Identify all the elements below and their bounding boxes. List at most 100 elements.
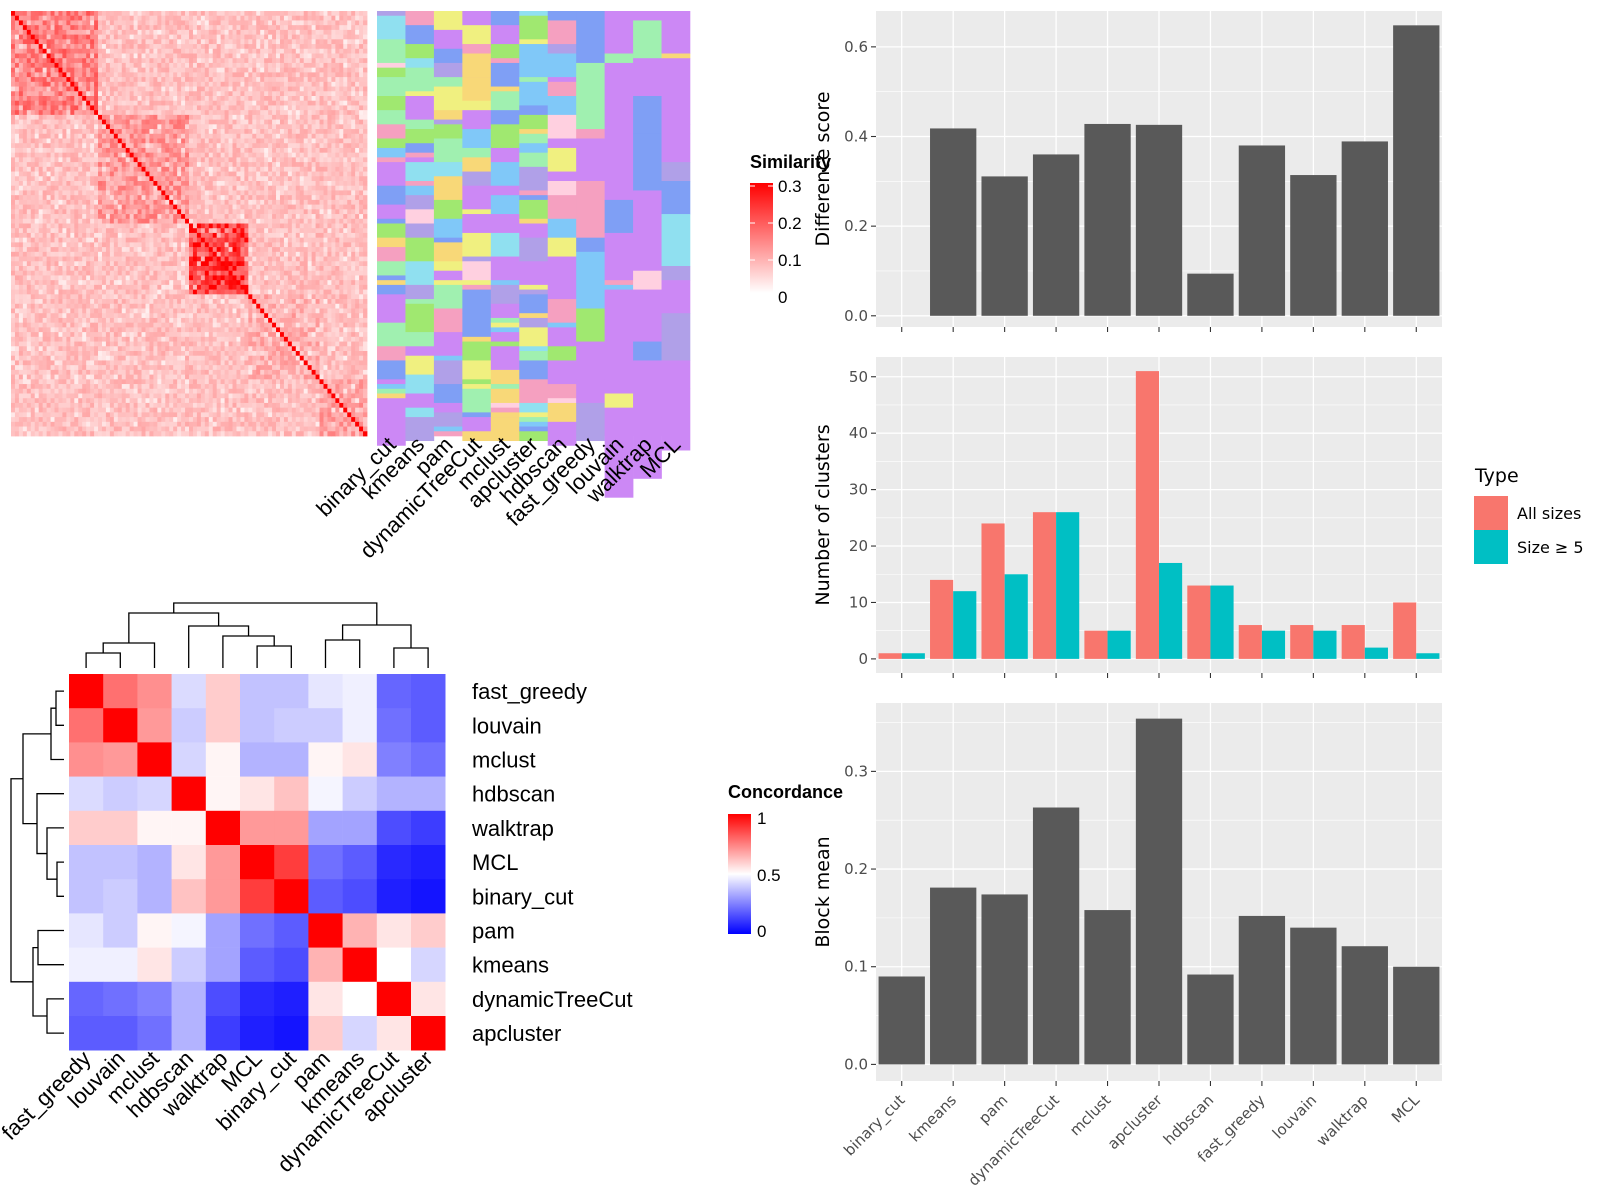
similarity-cell	[22, 100, 28, 106]
similarity-cell	[248, 223, 253, 229]
similarity-cell	[98, 48, 103, 54]
similarity-cell	[149, 232, 154, 239]
similarity-cell	[359, 242, 364, 248]
similarity-cell	[129, 77, 135, 83]
similarity-cell	[236, 147, 241, 154]
similarity-cell	[303, 67, 309, 73]
similarity-cell	[189, 86, 194, 92]
similarity-cell	[54, 138, 59, 144]
similarity-cell	[101, 138, 107, 144]
similarity-cell	[331, 190, 336, 196]
similarity-cell	[240, 77, 245, 83]
similarity-cell	[244, 256, 249, 262]
similarity-cell	[200, 152, 206, 158]
similarity-cell	[74, 147, 79, 154]
similarity-cell	[343, 171, 348, 177]
similarity-cell	[58, 29, 63, 36]
similarity-cell	[177, 58, 182, 64]
similarity-cell	[196, 195, 202, 201]
similarity-cell	[232, 133, 237, 139]
similarity-cell	[343, 261, 348, 267]
similarity-cell	[244, 25, 249, 31]
similarity-cell	[319, 256, 324, 262]
similarity-cell	[54, 247, 59, 253]
similarity-cell	[62, 195, 67, 201]
similarity-cell	[86, 185, 91, 191]
similarity-cell	[137, 48, 142, 54]
similarity-cell	[256, 232, 261, 239]
similarity-cell	[283, 251, 289, 257]
similarity-cell	[70, 199, 75, 206]
similarity-cell	[30, 133, 36, 139]
similarity-cell	[86, 48, 91, 54]
similarity-cell	[145, 105, 150, 111]
similarity-cell	[34, 143, 40, 149]
similarity-cell	[14, 110, 20, 116]
similarity-cell	[355, 138, 360, 144]
similarity-cell	[335, 77, 340, 83]
similarity-cell	[248, 195, 253, 201]
similarity-cell	[335, 251, 340, 257]
similarity-cell	[228, 133, 233, 139]
similarity-cell	[18, 44, 24, 50]
similarity-cell	[240, 29, 245, 36]
similarity-cell	[78, 185, 83, 191]
similarity-cell	[264, 29, 269, 36]
similarity-cell	[145, 58, 150, 64]
similarity-cell	[58, 133, 63, 139]
similarity-cell	[339, 11, 344, 17]
similarity-cell	[212, 25, 218, 31]
similarity-cell	[121, 62, 127, 69]
similarity-cell	[90, 11, 95, 17]
similarity-cell	[74, 176, 79, 182]
similarity-cell	[192, 34, 198, 40]
similarity-cell	[339, 209, 344, 215]
similarity-cell	[86, 39, 91, 45]
similarity-cell	[299, 251, 305, 257]
similarity-cell	[228, 138, 233, 144]
similarity-cell	[129, 214, 135, 220]
similarity-cell	[58, 124, 63, 130]
similarity-cell	[355, 261, 360, 267]
similarity-cell	[26, 152, 32, 158]
similarity-cell	[236, 44, 241, 50]
similarity-cell	[11, 237, 16, 243]
similarity-cell	[351, 110, 356, 116]
similarity-cell	[287, 81, 293, 87]
similarity-cell	[287, 228, 293, 234]
similarity-cell	[256, 53, 261, 59]
similarity-cell	[303, 247, 309, 253]
similarity-cell	[22, 176, 28, 182]
similarity-cell	[311, 190, 316, 196]
similarity-cell	[319, 133, 324, 139]
similarity-cell	[78, 58, 83, 64]
similarity-cell	[177, 105, 182, 111]
similarity-cell	[311, 25, 316, 31]
similarity-cell	[295, 166, 301, 172]
similarity-cell	[339, 86, 344, 92]
similarity-cell	[141, 256, 146, 262]
similarity-cell	[268, 53, 273, 59]
similarity-cell	[359, 91, 364, 97]
similarity-cell	[303, 147, 309, 154]
similarity-cell	[34, 77, 40, 83]
similarity-cell	[18, 162, 24, 168]
similarity-cell	[228, 214, 233, 220]
similarity-cell	[272, 110, 277, 116]
similarity-cell	[185, 39, 190, 45]
similarity-cell	[323, 218, 328, 224]
similarity-cell	[291, 209, 297, 215]
similarity-cell	[30, 152, 36, 158]
similarity-cell	[212, 20, 218, 26]
similarity-cell	[279, 157, 285, 163]
similarity-cell	[363, 223, 368, 229]
similarity-cell	[200, 15, 206, 21]
similarity-cell	[264, 77, 269, 83]
similarity-cell	[200, 29, 206, 36]
similarity-cell	[335, 105, 340, 111]
similarity-cell	[26, 105, 32, 111]
similarity-cell	[161, 20, 166, 26]
similarity-cell	[22, 266, 28, 272]
similarity-cell	[244, 242, 249, 248]
similarity-cell	[181, 96, 186, 102]
